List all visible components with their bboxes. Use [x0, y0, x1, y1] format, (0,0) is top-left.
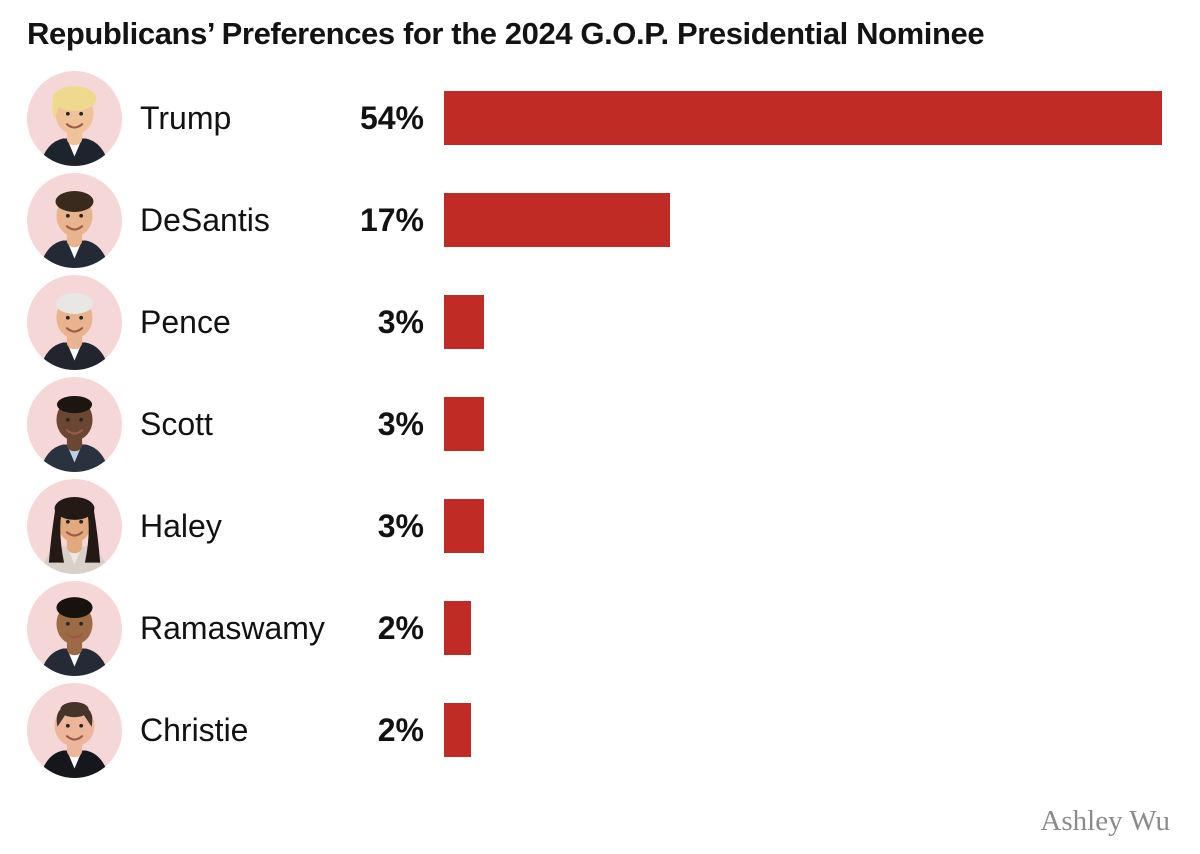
value-label: 3% [377, 507, 424, 544]
candidate-name: Trump [140, 99, 232, 136]
avatar-photo [27, 682, 122, 778]
credit-byline: Ashley Wu [1040, 805, 1170, 837]
avatar-photo [27, 274, 122, 370]
candidate-row: Christie 2% [27, 679, 1200, 781]
bar [444, 193, 670, 247]
candidate-name: Christie [140, 711, 249, 748]
avatar [27, 70, 122, 166]
avatar [27, 172, 122, 268]
bar [444, 91, 1162, 145]
bar [444, 499, 484, 553]
avatar-photo [27, 580, 122, 676]
candidate-rows: Trump 54% DeSantis 17% Pence 3% Scott 3%… [27, 67, 1200, 781]
candidate-row: DeSantis 17% [27, 169, 1200, 271]
avatar-photo [27, 70, 122, 166]
value-label: 3% [377, 405, 424, 442]
value-label: 2% [377, 711, 424, 748]
value-label: 17% [359, 201, 424, 238]
avatar [27, 274, 122, 370]
candidate-name: Scott [140, 405, 213, 442]
candidate-name: Haley [140, 507, 222, 544]
candidate-row: Haley 3% [27, 475, 1200, 577]
avatar [27, 478, 122, 574]
avatar-photo [27, 376, 122, 472]
avatar [27, 682, 122, 778]
candidate-row: Scott 3% [27, 373, 1200, 475]
value-label: 54% [359, 99, 424, 136]
bar [444, 601, 471, 655]
candidate-row: Trump 54% [27, 67, 1200, 169]
avatar-photo [27, 478, 122, 574]
avatar-photo [27, 172, 122, 268]
candidate-row: Pence 3% [27, 271, 1200, 373]
bar [444, 397, 484, 451]
candidate-row: Ramaswamy 2% [27, 577, 1200, 679]
avatar [27, 580, 122, 676]
avatar [27, 376, 122, 472]
candidate-name: Ramaswamy [140, 609, 325, 646]
candidate-name: Pence [140, 303, 231, 340]
value-label: 2% [377, 609, 424, 646]
chart-title: Republicans’ Preferences for the 2024 G.… [27, 16, 985, 51]
bar [444, 295, 484, 349]
value-label: 3% [377, 303, 424, 340]
candidate-name: DeSantis [140, 201, 270, 238]
bar [444, 703, 471, 757]
